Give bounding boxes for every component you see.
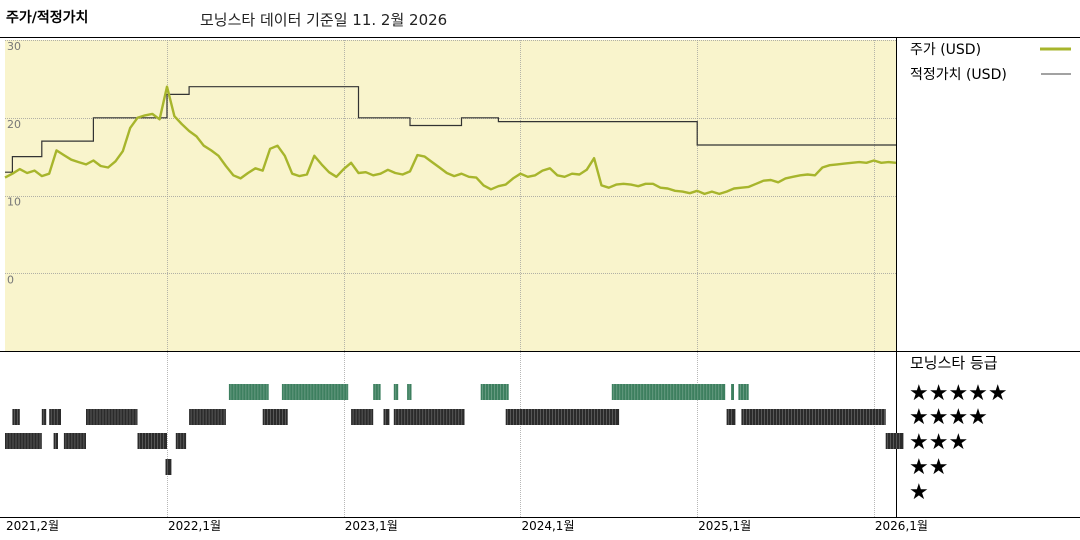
rating-legend-3-stars: ★★★ xyxy=(909,430,968,455)
rating-segment xyxy=(165,459,172,475)
rating-segment xyxy=(86,409,138,425)
x-tick-label: 2022,1월 xyxy=(168,519,221,533)
rating-segment xyxy=(731,384,734,400)
rating-segment xyxy=(480,384,509,400)
y-tick-label: 10 xyxy=(7,196,21,209)
rating-segment xyxy=(373,384,381,400)
rating-segment xyxy=(137,433,167,449)
rating-segment xyxy=(351,409,374,425)
rating-bands xyxy=(5,384,904,475)
rating-segment xyxy=(12,409,20,425)
x-tick-labels: 2021,2월 2022,1월 2023,1월 2024,1월 2025,1월 2026,… xyxy=(6,519,928,533)
rating-segment xyxy=(175,433,187,449)
chart-title: 주가/적정가치 xyxy=(6,9,88,26)
price-plot-area xyxy=(5,40,896,351)
rating-segment xyxy=(741,409,886,425)
rating-segment xyxy=(393,384,399,400)
rating-segment xyxy=(393,409,465,425)
legend: 주가 (USD) 적정가치 (USD) xyxy=(910,42,1071,83)
rating-legend-1-star: ★ xyxy=(909,480,929,505)
rating-segment xyxy=(611,384,726,400)
price-line xyxy=(4,85,897,196)
rating-segment xyxy=(228,384,269,400)
x-tick-label: 2021,2월 xyxy=(6,519,59,533)
rating-legend-5-stars: ★★★★★ xyxy=(909,381,1008,406)
rating-legend-title: 모닝스타 등급 xyxy=(910,354,998,372)
x-tick-label: 2023,1월 xyxy=(345,519,398,533)
y-tick-labels: 30 20 10 0 xyxy=(7,40,21,286)
legend-label-price: 주가 (USD) xyxy=(910,42,981,58)
rating-legend-4-stars: ★★★★ xyxy=(909,405,988,430)
rating-segment xyxy=(262,409,288,425)
rating-segment xyxy=(885,433,904,449)
rating-segment xyxy=(505,409,620,425)
rating-legend-2-stars: ★★ xyxy=(909,455,948,480)
rating-segment xyxy=(5,433,42,449)
x-tick-label: 2024,1월 xyxy=(521,519,574,533)
rating-segment xyxy=(383,409,390,425)
rating-segment xyxy=(189,409,226,425)
grid-lines xyxy=(5,40,896,517)
y-tick-label: 0 xyxy=(7,273,14,286)
y-tick-label: 20 xyxy=(7,118,21,131)
series-lines xyxy=(4,85,897,196)
rating-segment xyxy=(407,384,412,400)
rating-segment xyxy=(49,409,61,425)
y-tick-label: 30 xyxy=(7,40,21,53)
x-tick-label: 2026,1월 xyxy=(875,519,928,533)
rating-segment xyxy=(63,433,86,449)
rating-segment xyxy=(41,409,47,425)
legend-label-fair-value: 적정가치 (USD) xyxy=(910,67,1007,83)
fair-value-line xyxy=(5,86,896,173)
rating-segment xyxy=(726,409,736,425)
rating-legend: 모닝스타 등급 ★★★★★ ★★★★ ★★★ ★★ ★ xyxy=(909,354,1008,505)
x-tick-label: 2025,1월 xyxy=(698,519,751,533)
rating-segment xyxy=(281,384,349,400)
data-date-subtitle: 모닝스타 데이터 기준일 11. 2월 2026 xyxy=(200,11,447,29)
rating-segment xyxy=(53,433,58,449)
rating-segment xyxy=(738,384,749,400)
